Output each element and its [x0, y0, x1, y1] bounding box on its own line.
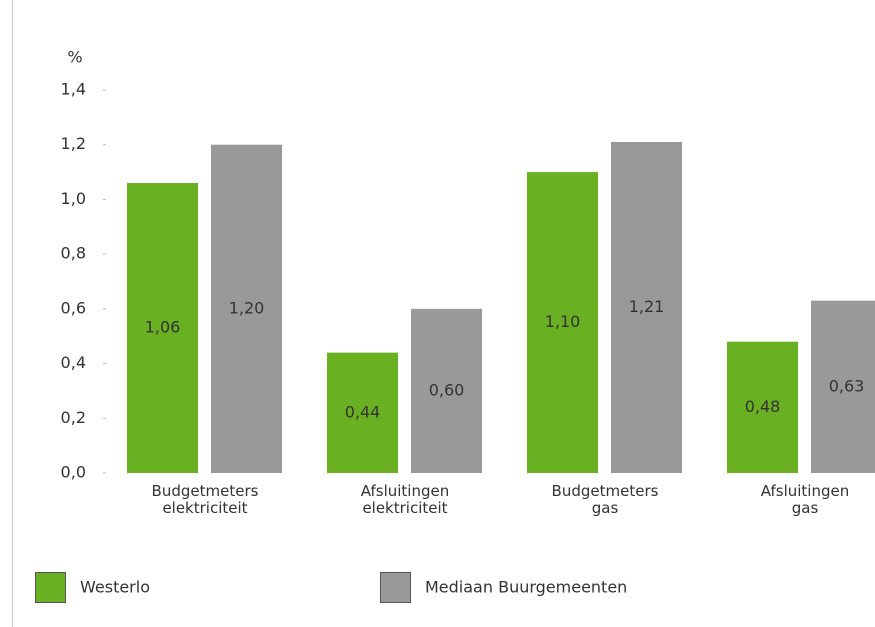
value-label: 1,21: [629, 297, 665, 316]
bar: [727, 341, 798, 473]
y-tick-label: 1,0: [61, 189, 86, 208]
legend-label: Mediaan Buurgemeenten: [425, 578, 627, 597]
x-tick-label: Afsluitingen gas: [760, 482, 850, 517]
value-label: 1,20: [229, 298, 265, 317]
x-tick-label: Budgetmeters elektriciteit: [151, 482, 259, 517]
bar: [527, 172, 598, 474]
bar: [611, 141, 682, 473]
x-tick-label: Afsluitingen elektriciteit: [360, 482, 450, 517]
value-label: 0,44: [345, 402, 381, 421]
y-tick-label: 0,4: [61, 353, 86, 372]
y-tick-label: 0,0: [61, 463, 86, 482]
y-tick-label: 0,2: [61, 408, 86, 427]
bar: [127, 183, 198, 473]
bar: [327, 352, 398, 473]
y-axis-label: %: [67, 48, 82, 67]
value-label: 0,60: [429, 380, 465, 399]
value-label: 0,63: [829, 376, 865, 395]
y-tick-label: 1,4: [61, 80, 86, 99]
value-label: 0,48: [745, 397, 781, 416]
bar: [411, 308, 482, 473]
value-label: 1,10: [545, 312, 581, 331]
y-tick-label: 0,6: [61, 298, 86, 317]
legend-swatch: [380, 572, 411, 603]
y-tick-label: 1,2: [61, 134, 86, 153]
legend-label: Westerlo: [80, 578, 150, 597]
value-label: 1,06: [145, 318, 181, 337]
bar: [811, 300, 875, 473]
bar: [211, 144, 282, 473]
x-tick-label: Budgetmeters gas: [551, 482, 659, 517]
y-tick-label: 0,8: [61, 244, 86, 263]
legend-swatch: [35, 572, 66, 603]
